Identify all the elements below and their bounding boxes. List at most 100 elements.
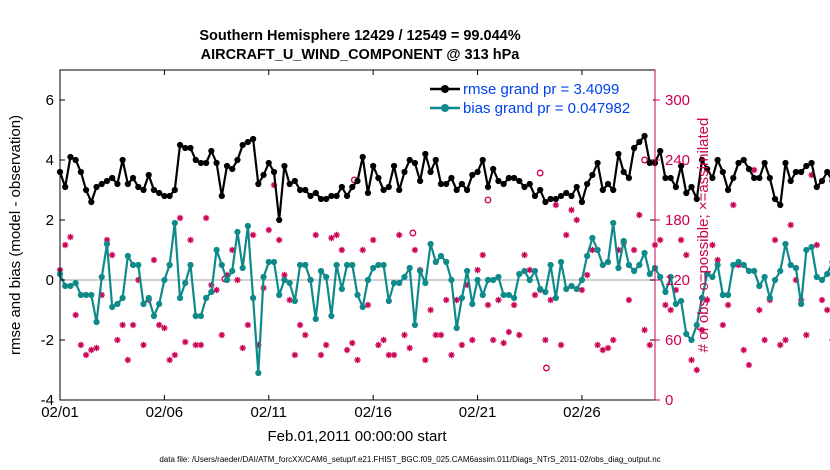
- obs-marker: [542, 336, 549, 344]
- rmse-point: [77, 168, 84, 176]
- obs-marker-stroke: [647, 342, 653, 348]
- bias-point: [740, 261, 747, 269]
- rmse-point: [349, 183, 356, 191]
- rmse-point: [343, 192, 351, 200]
- rmse-point: [203, 159, 210, 167]
- obs-marker-stroke: [401, 332, 408, 338]
- possible-marker: [641, 156, 649, 164]
- bias-point: [552, 294, 559, 302]
- bias-point: [135, 261, 142, 269]
- obs-marker: [719, 321, 727, 329]
- obs-marker-stroke: [814, 242, 820, 248]
- obs-marker: [484, 301, 492, 309]
- bias-point: [683, 330, 690, 338]
- obs-marker-stroke: [229, 247, 235, 253]
- rmse-point: [766, 174, 773, 182]
- obs-marker: [155, 321, 163, 329]
- rmse-point: [662, 174, 669, 182]
- rmse-point: [771, 195, 779, 203]
- rmse-point: [469, 171, 476, 179]
- bias-point: [385, 297, 392, 305]
- obs-marker-stroke: [391, 352, 397, 358]
- obs-marker: [354, 356, 361, 364]
- obs-marker: [150, 256, 158, 264]
- rmse-point: [740, 156, 747, 164]
- obs-marker-stroke: [480, 252, 486, 258]
- obs-marker-stroke: [151, 257, 157, 263]
- obs-marker-stroke: [281, 272, 288, 278]
- obs-marker-stroke: [558, 342, 564, 348]
- rmse-point: [119, 156, 126, 164]
- legend-bias-marker: [441, 104, 449, 112]
- rmse-point: [735, 159, 742, 167]
- bias-point: [787, 261, 794, 269]
- obs-marker: [114, 336, 121, 344]
- legend-rmse-label: rmse grand pr = 3.4099: [463, 81, 619, 98]
- rmse-point: [631, 144, 638, 152]
- obs-marker-stroke: [406, 345, 413, 351]
- y-tick-label: 4: [46, 152, 54, 169]
- rmse-point: [719, 168, 726, 176]
- rmse-point: [208, 147, 215, 155]
- rmse-point: [787, 177, 794, 185]
- rmse-point: [599, 186, 606, 194]
- rmse-point: [464, 186, 471, 194]
- obs-marker-stroke: [297, 322, 303, 328]
- obs-marker: [265, 226, 272, 234]
- bias-point: [803, 246, 810, 254]
- rmse-point: [730, 174, 737, 182]
- obs-marker-stroke: [704, 297, 710, 303]
- obs-marker-stroke: [511, 302, 517, 308]
- obs-marker-stroke: [302, 332, 309, 338]
- obs-marker: [490, 336, 497, 344]
- bias-point: [766, 294, 773, 302]
- obs-marker: [531, 291, 539, 299]
- obs-marker-stroke: [782, 337, 789, 343]
- obs-marker: [338, 246, 346, 254]
- bias-point: [484, 276, 492, 284]
- bias-point: [709, 273, 716, 281]
- plot-area: [56, 69, 830, 401]
- rmse-point: [443, 180, 450, 188]
- rmse-point: [521, 183, 528, 191]
- rmse-point: [197, 159, 205, 167]
- y-axis-right: 0 60 120 180 240 300: [654, 70, 690, 409]
- obs-marker-stroke: [600, 347, 606, 353]
- obs-marker: [67, 233, 74, 241]
- bias-point: [730, 261, 737, 269]
- x-tick-label: 02/06: [146, 404, 184, 421]
- rmse-point: [234, 156, 241, 164]
- rmse-point: [824, 168, 830, 176]
- bias-point: [604, 258, 612, 266]
- obs-marker-stroke: [438, 332, 444, 338]
- bias-point: [390, 279, 398, 287]
- rmse-point: [422, 150, 429, 158]
- bias-point: [223, 276, 231, 284]
- rmse-point: [124, 180, 131, 188]
- bias-point: [693, 321, 700, 329]
- rmse-point: [270, 168, 278, 176]
- rmse-point: [333, 192, 340, 200]
- obs-marker: [234, 276, 241, 284]
- rmse-point: [782, 159, 789, 167]
- obs-marker: [312, 231, 319, 239]
- obs-marker-stroke: [125, 357, 131, 363]
- bias-point: [531, 267, 539, 275]
- obs-marker: [824, 306, 830, 314]
- obs-marker-stroke: [286, 297, 293, 303]
- rmse-point: [323, 195, 330, 203]
- bias-point: [610, 219, 617, 227]
- bias-point: [719, 291, 726, 299]
- bias-point: [594, 246, 601, 254]
- obs-marker-stroke: [584, 272, 590, 278]
- obs-marker-stroke: [657, 237, 663, 243]
- rmse-point: [140, 186, 147, 194]
- y-right-tick-label: 0: [665, 392, 673, 409]
- bias-point: [255, 369, 262, 377]
- bias-point: [239, 264, 246, 272]
- rmse-point: [484, 183, 492, 191]
- obs-marker-stroke: [741, 347, 747, 353]
- rmse-point: [223, 162, 231, 170]
- rmse-point: [516, 177, 523, 185]
- bias-point: [276, 291, 283, 299]
